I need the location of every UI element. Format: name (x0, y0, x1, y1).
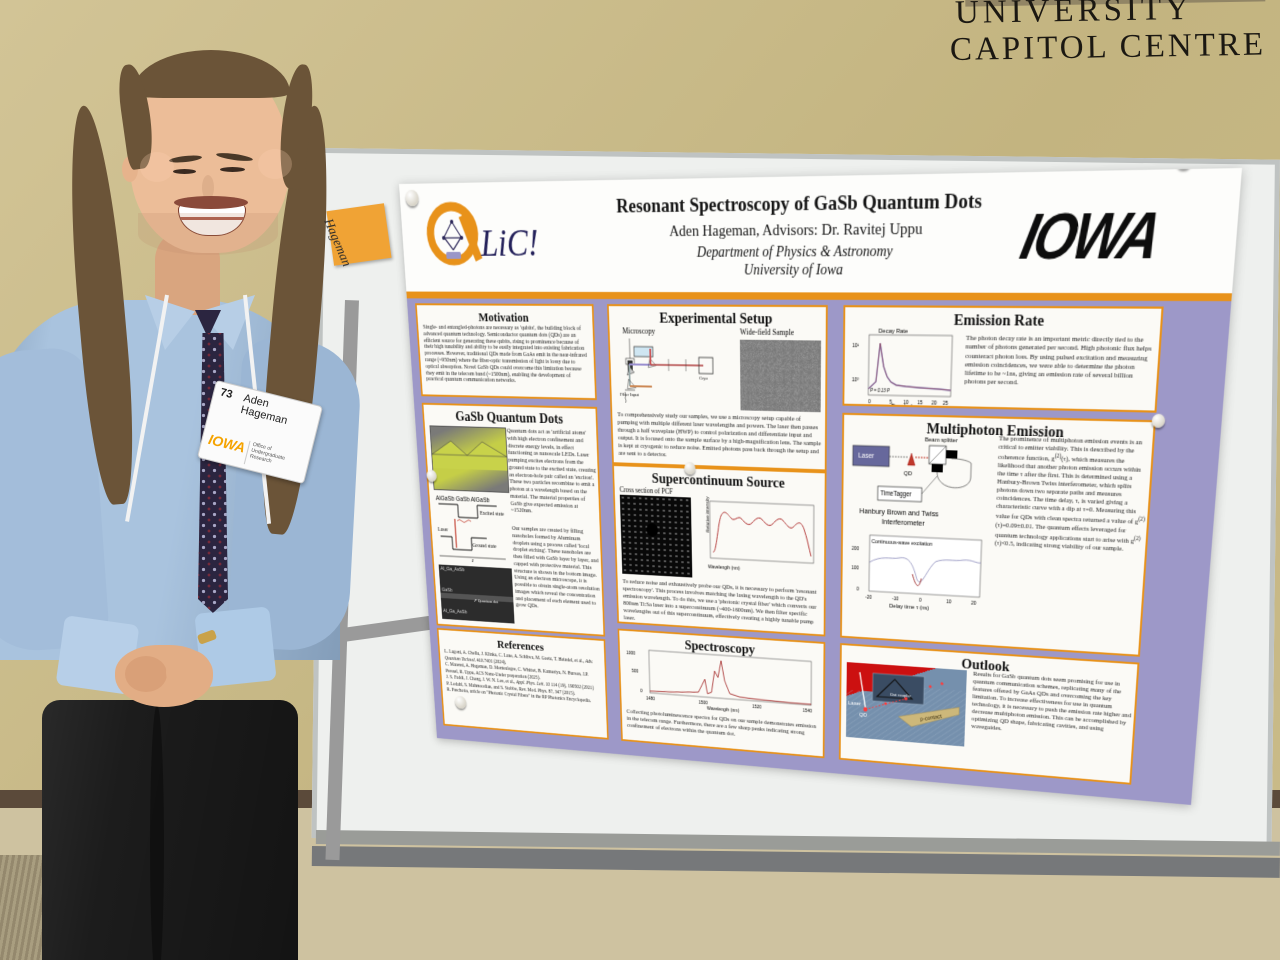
svg-text:QD: QD (904, 471, 912, 478)
svg-text:P = 0.13 P: P = 0.13 P (870, 387, 890, 393)
svg-text:TimeTagger: TimeTagger (880, 491, 911, 499)
svg-text:Hanbury Brown and Twiss: Hanbury Brown and Twiss (859, 508, 939, 519)
svg-text:200: 200 (852, 546, 860, 552)
svg-text:0: 0 (856, 586, 859, 591)
svg-text:Wavelength (nm): Wavelength (nm) (708, 564, 740, 571)
svg-text:Excited state: Excited state (480, 511, 505, 518)
svg-text:1500: 1500 (699, 700, 709, 706)
svg-text:Wavelength (nm): Wavelength (nm) (707, 706, 740, 714)
svg-text:Decay Rate: Decay Rate (879, 328, 909, 335)
svg-text:Fiber Input: Fiber Input (620, 391, 640, 397)
svg-text:25: 25 (943, 400, 949, 406)
svg-text:Laser: Laser (848, 700, 861, 707)
svg-text:500: 500 (632, 668, 639, 673)
svg-text:100: 100 (851, 565, 859, 571)
svg-text:QD: QD (859, 712, 867, 719)
svg-text:0: 0 (919, 597, 922, 602)
svg-text:Ground state: Ground state (472, 543, 497, 550)
svg-text:1520: 1520 (752, 704, 762, 710)
svg-text:20: 20 (971, 600, 977, 606)
svg-text:20: 20 (931, 400, 937, 406)
svg-text:Laser: Laser (438, 527, 449, 533)
svg-text:Beam splitter: Beam splitter (925, 437, 958, 445)
svg-text:10: 10 (946, 599, 952, 605)
svg-text:AlGaSb GaSb AlGaSb: AlGaSb GaSb AlGaSb (436, 495, 491, 504)
svg-text:1480: 1480 (646, 696, 655, 702)
svg-text:Delay time τ (ns): Delay time τ (ns) (889, 603, 929, 612)
svg-text:0: 0 (868, 399, 871, 405)
svg-text:1000: 1000 (626, 650, 635, 656)
svg-text:-20: -20 (865, 594, 872, 600)
svg-text:z: z (471, 558, 475, 564)
svg-text:Relative intensity (dB): Relative intensity (dB) (705, 496, 710, 532)
svg-text:1540: 1540 (803, 708, 813, 714)
svg-text:Interferometer: Interferometer (882, 519, 926, 528)
svg-text:0: 0 (640, 688, 643, 693)
svg-text:15: 15 (917, 400, 923, 406)
svg-text:10⁰: 10⁰ (852, 377, 859, 383)
svg-text:Cryo: Cryo (699, 375, 708, 381)
svg-text:LiC!: LiC! (479, 221, 540, 265)
svg-text:Laser: Laser (858, 452, 875, 460)
svg-text:-10: -10 (892, 596, 899, 602)
svg-text:10¹: 10¹ (852, 343, 859, 349)
